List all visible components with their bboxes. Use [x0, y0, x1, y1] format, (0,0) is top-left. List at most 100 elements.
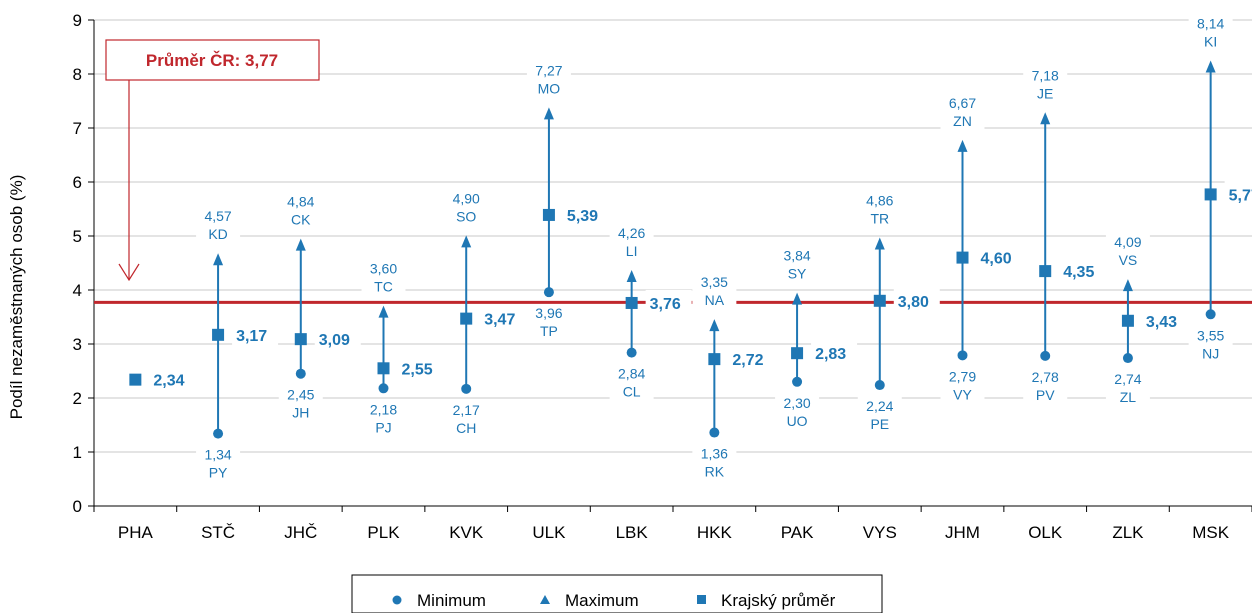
avg-point [1121, 314, 1134, 327]
max-label-code: TC [374, 279, 393, 295]
min-label-value: 2,84 [618, 366, 645, 382]
avg-label-bg [149, 366, 196, 391]
data-marks: 2,34 4,57 KD 1,34 PY 3,17 4,84 CK 2,45 JH 3,09 3,60… [129, 14, 1252, 482]
avg-label-bg [811, 340, 858, 365]
min-label-code: PE [870, 416, 889, 432]
avg-label: 2,34 [153, 373, 184, 390]
max-label-bg [361, 259, 406, 296]
max-point [295, 238, 306, 251]
x-axis: PHA STČ JHČ PLK KVK ULK LBK HKK PAK VYS JHM OLK ZLK M… [93, 505, 1252, 542]
min-label-value: 2,30 [783, 395, 810, 411]
legend-average-label: Krajský průměr [721, 591, 836, 610]
max-label-code: CK [291, 212, 311, 228]
max-label-code: LI [626, 243, 638, 259]
max-label-bg [609, 223, 654, 260]
max-label-bg [692, 273, 737, 310]
avg-point [129, 373, 142, 386]
x-tick-label: OLK [1028, 523, 1063, 542]
max-label-value: 4,09 [1114, 234, 1141, 250]
max-label-code: SY [788, 266, 807, 282]
legend-average-marker [697, 595, 706, 604]
min-label-value: 2,17 [453, 402, 480, 418]
y-axis: 0 1 2 3 4 5 6 7 8 9 [73, 11, 95, 516]
max-label-bg [444, 189, 489, 226]
x-tick-label: MSK [1192, 523, 1230, 542]
min-label-value: 3,96 [535, 305, 562, 321]
max-point [461, 235, 472, 248]
y-tick-label: 0 [73, 497, 82, 516]
y-axis-title: Podíl nezaměstnaných osob (%) [7, 175, 26, 420]
avg-point [460, 312, 473, 325]
max-label-bg [278, 192, 323, 229]
min-point [1122, 353, 1133, 364]
avg-point [956, 251, 969, 264]
max-label-bg [526, 61, 571, 98]
min-label-value: 2,79 [949, 368, 976, 384]
legend-minimum-label: Minimum [417, 591, 486, 610]
avg-label: 3,09 [319, 332, 350, 349]
max-label-code: VS [1119, 252, 1138, 268]
min-label-value: 2,74 [1114, 371, 1141, 387]
legend: Minimum Maximum Krajský průměr [351, 574, 883, 613]
avg-label: 3,76 [650, 296, 681, 313]
min-label-bg [692, 444, 737, 481]
reference-line-group: Průměr ČR: 3,77 [94, 39, 1252, 304]
min-point [543, 287, 554, 298]
avg-label-bg [645, 289, 692, 314]
max-point [1040, 112, 1051, 125]
max-label-code: KD [208, 226, 227, 242]
min-label-bg [444, 400, 489, 437]
x-tick-label: JHČ [284, 523, 317, 542]
min-label-code: PV [1036, 387, 1055, 403]
min-label-code: RK [705, 464, 725, 480]
max-label-code: ZN [953, 113, 972, 129]
reference-label: Průměr ČR: 3,77 [146, 51, 278, 70]
min-label-bg [1023, 367, 1068, 404]
avg-label-bg [562, 201, 609, 226]
max-point [626, 269, 637, 282]
avg-point [791, 347, 804, 360]
avg-point [625, 296, 638, 309]
min-label-code: ZL [1120, 389, 1137, 405]
min-label-bg [278, 385, 323, 422]
min-label-bg [1188, 326, 1233, 363]
max-point [213, 253, 224, 266]
min-label-value: 1,36 [701, 446, 728, 462]
max-label-value: 3,60 [370, 261, 397, 277]
max-point [874, 237, 885, 250]
min-label-bg [196, 445, 241, 482]
max-point [378, 305, 389, 318]
max-label-value: 4,90 [453, 190, 480, 206]
avg-label-bg [314, 326, 361, 351]
min-point [709, 427, 720, 438]
min-label-code: TP [540, 323, 558, 339]
avg-point [212, 328, 225, 341]
min-label-bg [1105, 370, 1150, 407]
avg-label-bg [728, 346, 775, 371]
min-label-code: PJ [375, 419, 391, 435]
avg-point [377, 362, 390, 375]
x-tick-label: LBK [616, 523, 649, 542]
max-label-value: 6,67 [949, 95, 976, 111]
avg-label-bg [1224, 181, 1252, 206]
max-label-bg [196, 207, 241, 244]
avg-label: 2,83 [815, 346, 846, 363]
max-label-bg [940, 93, 985, 130]
avg-point [873, 294, 886, 307]
min-label-value: 1,34 [204, 447, 231, 463]
min-point [213, 428, 224, 439]
min-label-code: JH [292, 405, 309, 421]
avg-label: 3,47 [484, 312, 515, 329]
min-label-code: CL [623, 384, 641, 400]
avg-label: 3,43 [1146, 314, 1177, 331]
max-label-value: 8,14 [1197, 15, 1224, 31]
min-label-bg [361, 400, 406, 437]
avg-label-bg [1141, 307, 1188, 332]
min-point [874, 380, 885, 391]
min-point [1205, 309, 1216, 320]
y-tick-label: 9 [73, 11, 82, 30]
avg-label: 4,60 [981, 251, 1012, 268]
x-tick-label: PLK [367, 523, 400, 542]
min-label-code: PY [209, 465, 228, 481]
